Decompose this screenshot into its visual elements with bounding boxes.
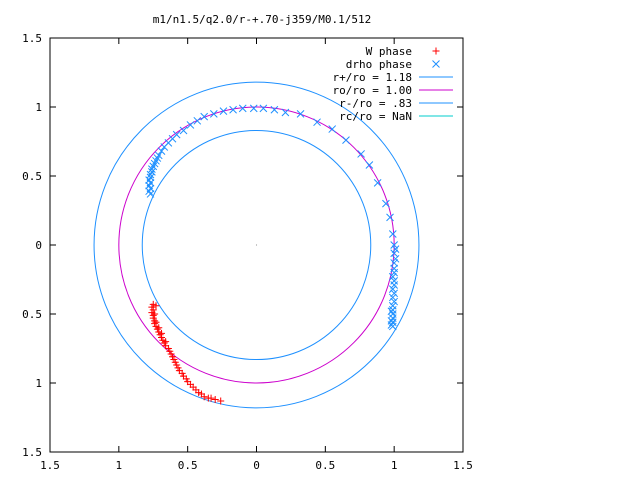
chart-title: m1/n1.5/q2.0/r-+.70-j359/M0.1/512 bbox=[153, 13, 372, 26]
drho-phase-point bbox=[390, 268, 399, 277]
drho-phase-point bbox=[145, 176, 153, 184]
drho-phase-point bbox=[388, 272, 397, 281]
x-tick-label: 1 bbox=[391, 459, 398, 472]
w-phase-point bbox=[207, 394, 215, 402]
y-tick-label: 1 bbox=[35, 377, 42, 390]
drho-phase-point bbox=[386, 213, 394, 222]
drho-phase-point bbox=[390, 289, 399, 298]
drho-phase-point bbox=[172, 130, 181, 139]
x-tick-label: 1.5 bbox=[40, 459, 60, 472]
x-tick-label: 0.5 bbox=[178, 459, 198, 472]
legend-label: r+/ro = 1.18 bbox=[333, 71, 412, 84]
y-tick-label: 0.5 bbox=[22, 308, 42, 321]
legend-label: rc/ro = NaN bbox=[339, 110, 412, 123]
drho-phase-point bbox=[390, 297, 399, 306]
axes: 1.5 1 0.5 0 0.5 1 1.51.510.500.511.5 bbox=[22, 32, 473, 472]
w-phase-point bbox=[152, 318, 160, 326]
w-phase-point bbox=[151, 310, 159, 318]
w-phase-point bbox=[155, 324, 163, 332]
drho-phase-point bbox=[365, 161, 374, 169]
x-tick-label: 0.5 bbox=[315, 459, 335, 472]
drho-phase-point bbox=[342, 136, 350, 144]
y-tick-label: 1.5 bbox=[22, 32, 42, 45]
w-phase-point bbox=[158, 329, 166, 337]
drho-phase-point bbox=[382, 199, 390, 208]
markers bbox=[145, 104, 400, 405]
drho-phase-point bbox=[313, 118, 321, 127]
drho-phase-point bbox=[388, 314, 397, 322]
drho-phase-point bbox=[219, 107, 228, 115]
drho-phase-point bbox=[388, 293, 397, 302]
drho-phase-point bbox=[281, 108, 290, 117]
drho-phase-point bbox=[157, 147, 166, 156]
y-tick-label: 0 bbox=[35, 239, 42, 252]
drho-phase-point bbox=[249, 104, 258, 113]
w-phase-point bbox=[152, 302, 160, 310]
drho-phase-point bbox=[373, 179, 382, 187]
drho-phase-point bbox=[296, 110, 305, 118]
x-tick-label: 1.5 bbox=[453, 459, 473, 472]
w-phase-point bbox=[200, 393, 208, 401]
drho-phase-point bbox=[390, 281, 399, 289]
legend-label: ro/ro = 1.00 bbox=[333, 84, 412, 97]
drho-phase-point bbox=[390, 259, 399, 267]
drho-phase-point bbox=[229, 105, 237, 114]
drho-phase-point bbox=[391, 245, 400, 253]
drho-phase-point bbox=[193, 116, 202, 125]
drho-phase-point bbox=[209, 110, 218, 118]
radius-circle bbox=[141, 129, 372, 361]
radius-circle bbox=[93, 81, 420, 409]
w-phase-point bbox=[211, 396, 219, 404]
drho-phase-point bbox=[154, 151, 163, 160]
legend-key bbox=[432, 47, 440, 55]
legend-label: drho phase bbox=[346, 58, 412, 71]
drho-phase-point bbox=[388, 230, 397, 238]
drho-phase-point bbox=[357, 150, 365, 158]
origin-dot bbox=[255, 244, 258, 246]
drho-phase-point bbox=[390, 241, 399, 249]
drho-phase-point bbox=[179, 126, 188, 135]
drho-phase-point bbox=[259, 104, 268, 113]
y-tick-label: 1 bbox=[35, 101, 42, 114]
w-phase-point bbox=[162, 338, 170, 346]
drho-phase-point bbox=[387, 307, 396, 316]
drho-phase-point bbox=[186, 121, 195, 129]
drho-phase-point bbox=[238, 104, 247, 113]
legend-label: r-/ro = .83 bbox=[339, 97, 412, 110]
legend-key bbox=[432, 60, 440, 68]
drho-phase-point bbox=[391, 254, 400, 263]
drho-phase-point bbox=[200, 112, 209, 121]
drho-phase-point bbox=[388, 310, 397, 318]
x-tick-label: 1 bbox=[116, 459, 123, 472]
drho-phase-point bbox=[388, 285, 397, 294]
w-phase-point bbox=[217, 397, 225, 405]
y-tick-label: 1.5 bbox=[22, 446, 42, 459]
legend-label: W phase bbox=[366, 45, 412, 58]
drho-phase-point bbox=[328, 125, 337, 133]
drho-phase-point bbox=[387, 321, 396, 329]
y-tick-label: 0.5 bbox=[22, 170, 42, 183]
x-tick-label: 0 bbox=[253, 459, 260, 472]
drho-phase-point bbox=[270, 105, 279, 114]
